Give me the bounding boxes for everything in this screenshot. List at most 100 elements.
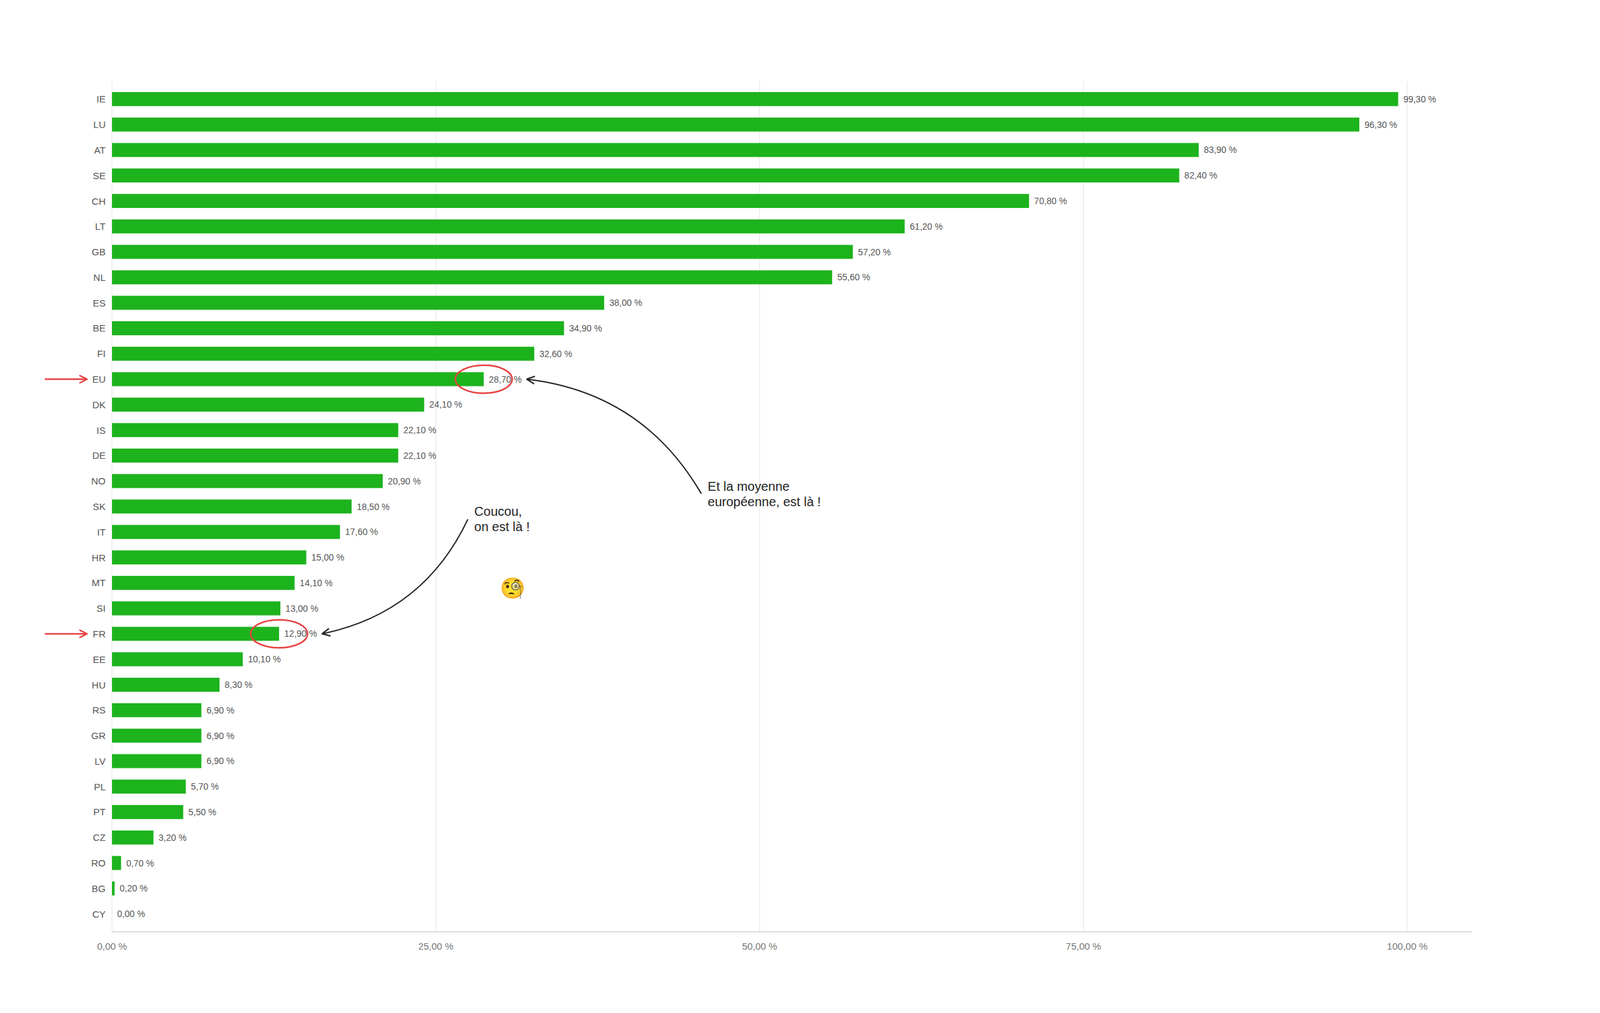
data-label: 0,20 % (119, 883, 148, 894)
bar (112, 219, 905, 234)
category-label: DE (92, 449, 106, 461)
data-label: 96,30 % (1364, 119, 1398, 130)
bar (112, 474, 383, 489)
bar (112, 830, 154, 845)
category-label: PL (94, 781, 106, 793)
category-label: CH (91, 195, 106, 207)
category-label: LU (93, 119, 106, 130)
category-label: GB (91, 246, 106, 258)
data-label: 14,10 % (299, 577, 333, 589)
x-tick-label: 75,00 % (1065, 940, 1101, 952)
category-label: LT (95, 220, 106, 232)
grid-line (1082, 81, 1084, 932)
bar (112, 601, 281, 616)
bar (112, 753, 202, 768)
data-label: 5,70 % (190, 781, 219, 792)
data-label: 6,90 % (206, 705, 235, 716)
data-label: 82,40 % (1184, 170, 1218, 181)
category-label: AT (94, 144, 106, 156)
annotation-arrow (321, 519, 468, 634)
bar (112, 856, 121, 871)
category-label: HR (91, 552, 106, 564)
data-label: 0,70 % (126, 858, 155, 869)
data-label: 70,80 % (1034, 195, 1067, 207)
data-label: 10,10 % (247, 654, 281, 665)
x-tick-label: 25,00 % (417, 940, 454, 952)
category-label: NL (93, 272, 106, 283)
highlight-ellipse (250, 620, 308, 649)
bar (112, 372, 484, 387)
bar (112, 576, 295, 591)
pointer-arrow (44, 378, 88, 381)
annotation-arrow (526, 379, 702, 495)
category-label: CY (92, 908, 106, 920)
bar (112, 881, 115, 896)
data-label: 55,60 % (837, 272, 870, 283)
data-label: 83,90 % (1203, 144, 1237, 155)
bar (112, 397, 425, 412)
data-label: 3,20 % (158, 832, 187, 843)
bar (112, 906, 113, 921)
category-label: LV (94, 755, 106, 767)
data-label: 8,30 % (224, 679, 253, 690)
grid-line (1406, 81, 1408, 932)
category-label: RS (92, 704, 106, 716)
data-label: 24,10 % (429, 399, 463, 410)
bar (112, 245, 854, 260)
x-axis-line (112, 931, 1472, 933)
category-label: RO (91, 857, 107, 869)
bar (112, 168, 1180, 183)
data-label: 0,00 % (117, 908, 146, 920)
category-label: FI (97, 348, 106, 360)
bar (112, 117, 1360, 132)
category-label: SE (92, 170, 106, 182)
category-label: IE (96, 93, 106, 105)
category-label: BG (91, 883, 106, 895)
x-tick-label: 50,00 % (741, 940, 777, 952)
bar (112, 779, 186, 794)
bar (112, 728, 202, 744)
bar (112, 499, 352, 514)
annotation-text: 🧐 (499, 576, 526, 601)
category-label: MT (91, 577, 106, 589)
data-label: 13,00 % (285, 603, 319, 614)
x-tick-label: 100,00 % (1386, 940, 1428, 952)
annotation-text: Et la moyenneeuropéenne, est là ! (707, 479, 822, 509)
data-label: 6,90 % (206, 755, 235, 767)
category-label: EE (92, 654, 106, 665)
bar (112, 448, 399, 463)
category-label: IT (97, 526, 106, 538)
category-label: BE (92, 322, 106, 334)
bar (112, 652, 243, 667)
category-label: DK (92, 399, 106, 411)
data-label: 22,10 % (403, 450, 436, 461)
bar (112, 627, 280, 642)
data-label: 61,20 % (910, 221, 943, 232)
category-label: FR (92, 628, 106, 640)
pointer-arrow (44, 632, 88, 635)
bar (112, 805, 184, 820)
highlight-ellipse (455, 365, 512, 394)
bar (112, 524, 340, 539)
bar (112, 677, 220, 692)
category-label: NO (91, 475, 107, 487)
bar (112, 295, 605, 310)
category-label: EU (92, 373, 106, 385)
category-label: SI (96, 602, 106, 614)
bars (112, 92, 1399, 896)
bar (112, 550, 307, 565)
data-label: 28,70 % (488, 374, 522, 385)
data-label: 5,50 % (188, 807, 217, 818)
grid-line (435, 81, 436, 932)
bar (112, 321, 564, 336)
data-label: 22,10 % (403, 424, 436, 436)
annotations: Et la moyenneeuropéenne, est là !Coucou,… (44, 365, 822, 649)
category-label: ES (92, 297, 106, 309)
bar (112, 92, 1399, 107)
category-label: HU (91, 679, 106, 691)
bar (112, 193, 1030, 208)
data-label: 15,00 % (311, 552, 345, 563)
bar (112, 270, 832, 285)
data-label: 12,90 % (284, 628, 317, 639)
bar (112, 703, 202, 718)
